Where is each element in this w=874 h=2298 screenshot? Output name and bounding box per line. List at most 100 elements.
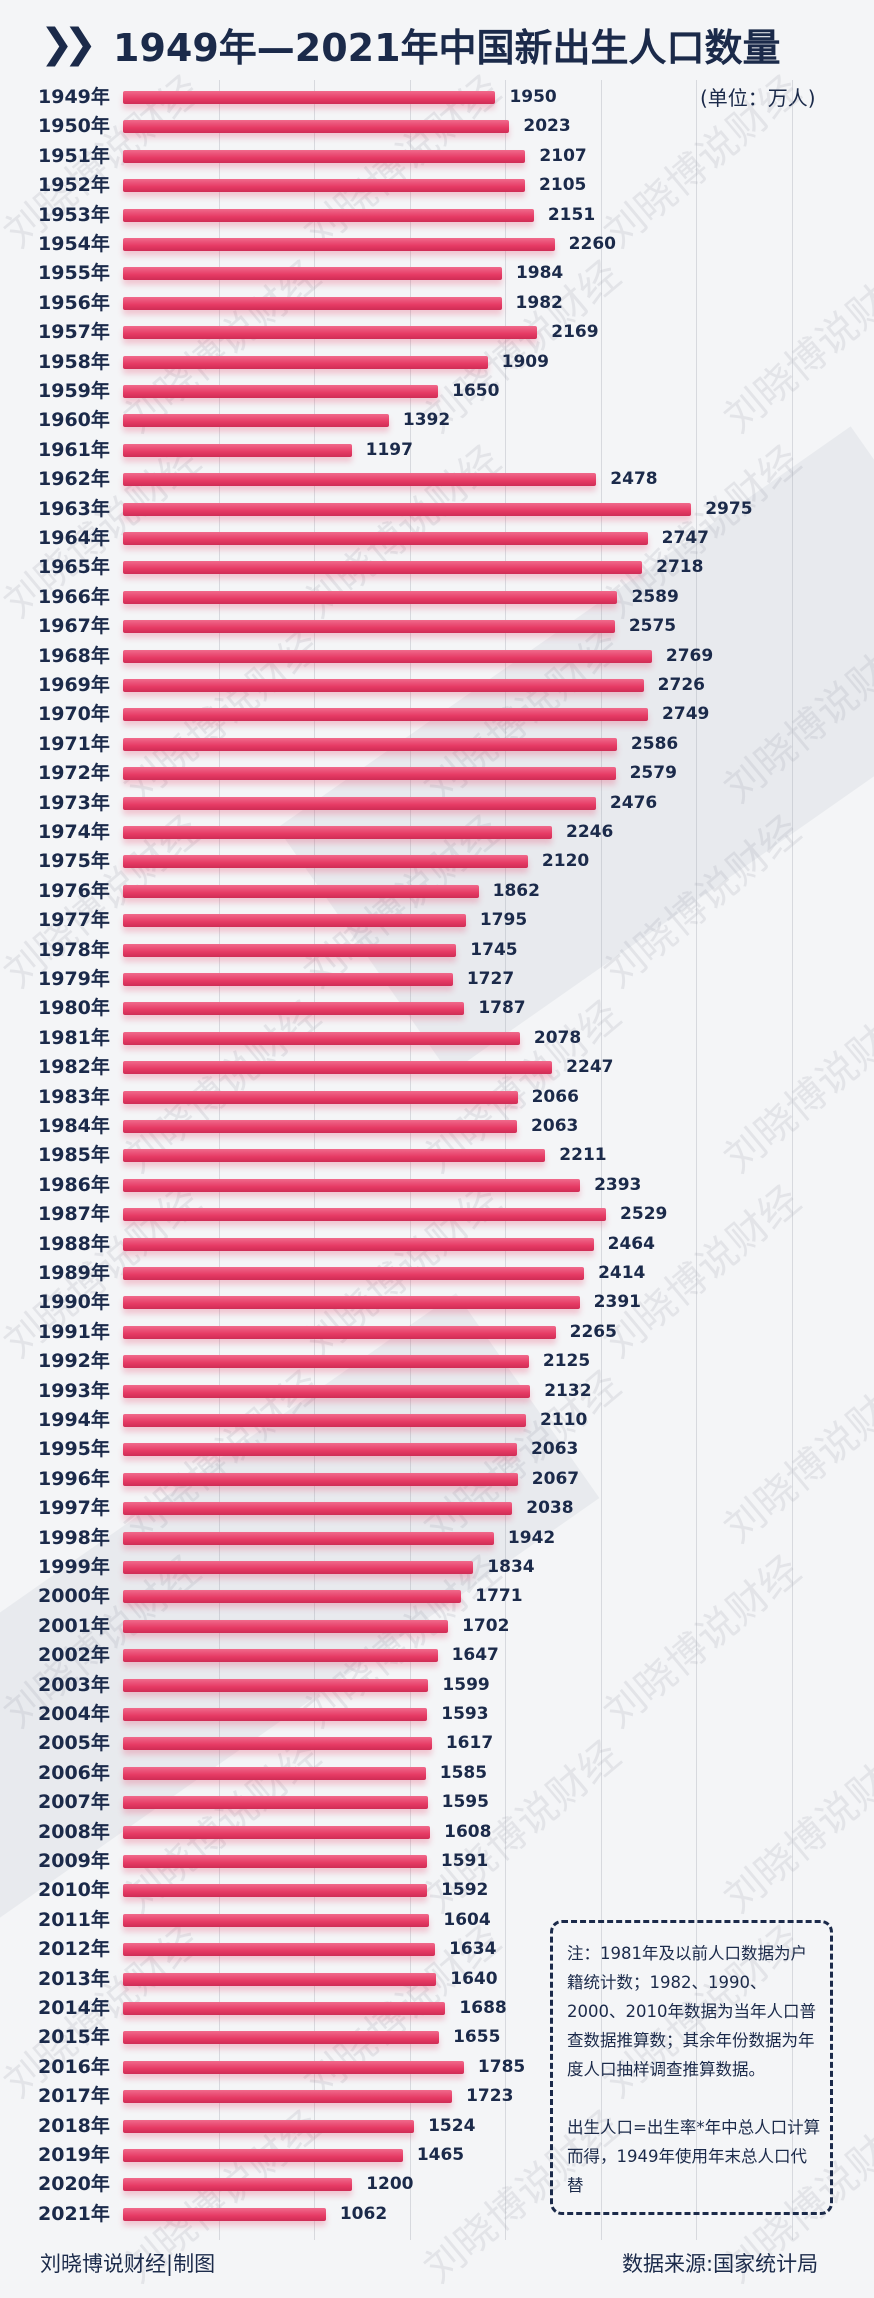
bar [123,737,617,751]
category-label: 1990年 [38,1291,110,1314]
bar [123,1149,546,1163]
category-label: 2007年 [38,1791,110,1814]
category-label: 2016年 [38,2055,110,2078]
data-label: 2078 [533,1027,582,1048]
data-label: 1688 [459,1998,507,2018]
data-label: 2023 [523,116,571,137]
data-label: 1942 [507,1527,556,1548]
bar [123,1208,607,1222]
bar [123,2149,403,2162]
data-label: 1982 [515,292,563,313]
bar [123,385,439,398]
category-label: 2012年 [38,1938,110,1961]
bar [123,91,496,104]
data-label: 1834 [487,1557,535,1577]
category-label: 2017年 [38,2085,110,2108]
bar [123,826,552,839]
bar [123,1031,520,1045]
bar [123,1678,429,1692]
bar [123,414,389,428]
bar [123,1384,531,1398]
data-label: 2476 [609,792,658,813]
category-label: 1992年 [38,1350,110,1373]
category-label: 1951年 [38,144,110,167]
category-label: 2013年 [38,1967,110,1990]
bar [123,532,648,545]
data-label: 1950 [509,87,557,107]
data-label: 1787 [478,998,526,1019]
data-label: 1595 [441,1792,489,1813]
data-label: 2575 [628,616,677,637]
bar [123,2002,446,2015]
category-label: 2001年 [38,1614,110,1637]
data-label: 2063 [531,1116,579,1136]
bar [123,2090,453,2104]
bar [123,796,596,810]
category-label: 2002年 [38,1644,110,1667]
unit-label: (单位：万人) [700,86,816,110]
category-label: 1994年 [38,1409,110,1431]
category-label: 2003年 [38,1673,110,1696]
category-label: 1971年 [38,732,110,755]
bar [123,973,453,986]
bar [123,1120,518,1133]
bar [123,1090,518,1104]
data-label: 2393 [594,1174,642,1195]
data-label: 2975 [705,498,753,519]
bar [123,1237,594,1251]
data-label: 1650 [452,381,500,401]
bar [123,884,479,898]
source-text: 数据来源:国家统计局 [622,2252,819,2276]
data-label: 2769 [665,645,714,666]
data-label: 1200 [366,2174,414,2195]
data-label: 2529 [620,1204,668,1225]
bar [123,1619,449,1633]
note-box: 注：1981年及以前人口数据为户籍统计数；1982、1990、2000、2010… [550,1920,833,2215]
data-label: 1785 [477,2056,526,2077]
data-label: 1640 [450,1968,498,1989]
data-label: 1592 [441,1880,489,1901]
data-label: 1702 [462,1615,510,1636]
data-label: 2749 [662,704,710,725]
data-label: 1771 [475,1586,523,1607]
data-label: 2063 [531,1439,579,1460]
bar [123,561,643,575]
data-label: 1608 [444,1821,492,1842]
data-label: 1647 [451,1645,499,1666]
category-label: 1964年 [38,527,110,549]
data-label: 1465 [416,2145,465,2165]
category-label: 1996年 [38,1467,110,1490]
bar [123,2060,464,2074]
data-label: 1723 [466,2086,514,2107]
category-label: 1978年 [38,938,110,961]
bar [123,1178,581,1192]
category-label: 2000年 [38,1585,110,1608]
gridline [600,80,602,2240]
bar [123,2031,440,2045]
category-label: 1975年 [38,850,110,873]
category-label: 1974年 [38,821,110,843]
data-label: 1617 [445,1733,494,1754]
data-label: 1591 [440,1851,489,1871]
bar [123,767,616,781]
bar [123,208,534,222]
category-label: 1984年 [38,1115,110,1137]
gridline [791,80,793,2240]
category-label: 1997年 [38,1497,110,1520]
bar [123,1737,432,1751]
category-label: 2006年 [38,1761,110,1784]
bar [123,1855,427,1868]
category-label: 1968年 [38,644,110,667]
data-label: 2260 [568,234,616,254]
category-label: 1963年 [38,497,110,520]
bar [123,238,555,251]
bar [123,1884,428,1898]
category-label: 1965年 [38,556,110,579]
data-label: 2579 [629,763,677,784]
bar [123,179,526,193]
data-label: 2726 [657,675,705,695]
category-label: 1950年 [38,115,110,138]
category-label: 2015年 [38,2026,110,2049]
bar [123,1649,438,1663]
data-label: 1197 [365,439,413,460]
